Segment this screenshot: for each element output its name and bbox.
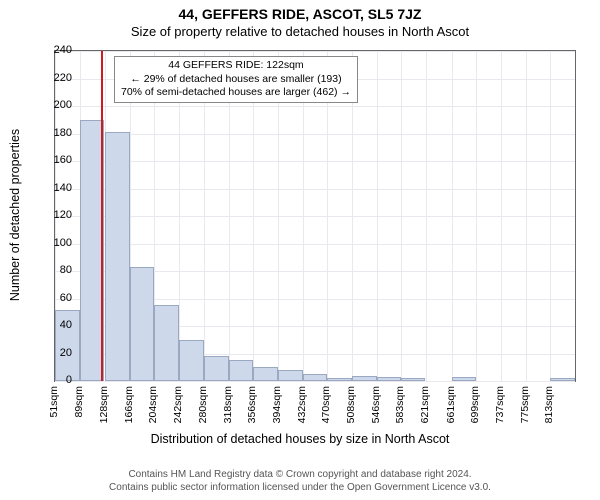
x-tick-label: 280sqm <box>197 386 209 423</box>
x-tick-label: 89sqm <box>73 386 85 418</box>
x-tick-label: 621sqm <box>419 386 431 423</box>
annotation-box: 44 GEFFERS RIDE: 122sqm ← 29% of detache… <box>114 56 358 103</box>
y-tick-label: 180 <box>42 127 72 139</box>
y-tick-label: 40 <box>42 319 72 331</box>
histogram-bar <box>105 132 130 381</box>
histogram-bar <box>550 378 575 381</box>
x-tick-label: 546sqm <box>370 386 382 423</box>
y-tick-label: 200 <box>42 99 72 111</box>
x-tick-label: 166sqm <box>123 386 135 423</box>
x-tick-label: 813sqm <box>543 386 555 423</box>
y-tick-label: 240 <box>42 44 72 56</box>
histogram-bar <box>278 370 303 381</box>
histogram-bar <box>452 377 477 381</box>
histogram-bar <box>130 267 155 381</box>
y-tick-label: 160 <box>42 154 72 166</box>
y-axis-label: Number of detached properties <box>8 129 22 301</box>
gridline-h <box>55 189 575 190</box>
histogram-bar <box>401 378 426 381</box>
histogram-bar <box>303 374 328 381</box>
gridline-v <box>401 51 402 381</box>
gridline-v <box>526 51 527 381</box>
y-tick-label: 220 <box>42 72 72 84</box>
histogram-bar <box>377 377 402 381</box>
histogram-bar <box>352 376 377 382</box>
annotation-line: 44 GEFFERS RIDE: 122sqm <box>121 59 351 73</box>
y-tick-label: 0 <box>42 374 72 386</box>
gridline-h <box>55 134 575 135</box>
gridline-v <box>426 51 427 381</box>
y-tick-label: 20 <box>42 347 72 359</box>
title-main: 44, GEFFERS RIDE, ASCOT, SL5 7JZ <box>0 0 600 22</box>
x-tick-label: 661sqm <box>445 386 457 423</box>
chart-container: 44, GEFFERS RIDE, ASCOT, SL5 7JZ Size of… <box>0 0 600 500</box>
x-tick-label: 356sqm <box>246 386 258 423</box>
y-tick-label: 60 <box>42 292 72 304</box>
gridline-v <box>501 51 502 381</box>
gridline-v <box>550 51 551 381</box>
annotation-line: ← 29% of detached houses are smaller (19… <box>121 73 351 87</box>
y-tick-label: 100 <box>42 237 72 249</box>
gridline-h <box>55 244 575 245</box>
x-tick-label: 583sqm <box>394 386 406 423</box>
histogram-bar <box>229 360 254 381</box>
gridline-v <box>377 51 378 381</box>
histogram-bar <box>204 356 229 381</box>
x-tick-label: 775sqm <box>519 386 531 423</box>
x-tick-label: 737sqm <box>494 386 506 423</box>
gridline-h <box>55 161 575 162</box>
histogram-bar <box>154 305 179 381</box>
gridline-h <box>55 51 575 52</box>
gridline-h <box>55 106 575 107</box>
gridline-v <box>452 51 453 381</box>
gridline-h <box>55 381 575 382</box>
histogram-bar <box>179 340 204 381</box>
gridline-v <box>476 51 477 381</box>
x-tick-label: 432sqm <box>296 386 308 423</box>
marker-line <box>101 51 103 381</box>
histogram-bar <box>253 367 278 381</box>
y-tick-label: 120 <box>42 209 72 221</box>
x-tick-label: 204sqm <box>147 386 159 423</box>
x-tick-label: 242sqm <box>172 386 184 423</box>
x-tick-label: 470sqm <box>320 386 332 423</box>
x-tick-label: 394sqm <box>271 386 283 423</box>
footer-line: Contains public sector information licen… <box>0 481 600 494</box>
y-tick-label: 80 <box>42 264 72 276</box>
y-tick-label: 140 <box>42 182 72 194</box>
x-tick-label: 318sqm <box>222 386 234 423</box>
gridline-h <box>55 216 575 217</box>
x-tick-label: 508sqm <box>345 386 357 423</box>
annotation-line: 70% of semi-detached houses are larger (… <box>121 86 351 100</box>
x-tick-label: 699sqm <box>469 386 481 423</box>
histogram-bar <box>327 378 352 381</box>
title-sub: Size of property relative to detached ho… <box>0 22 600 39</box>
chart-area: 44 GEFFERS RIDE: 122sqm ← 29% of detache… <box>54 50 574 380</box>
footer-line: Contains HM Land Registry data © Crown c… <box>0 468 600 481</box>
x-tick-label: 128sqm <box>98 386 110 423</box>
x-tick-label: 51sqm <box>48 386 60 418</box>
footer: Contains HM Land Registry data © Crown c… <box>0 468 600 494</box>
x-axis-label: Distribution of detached houses by size … <box>0 432 600 446</box>
